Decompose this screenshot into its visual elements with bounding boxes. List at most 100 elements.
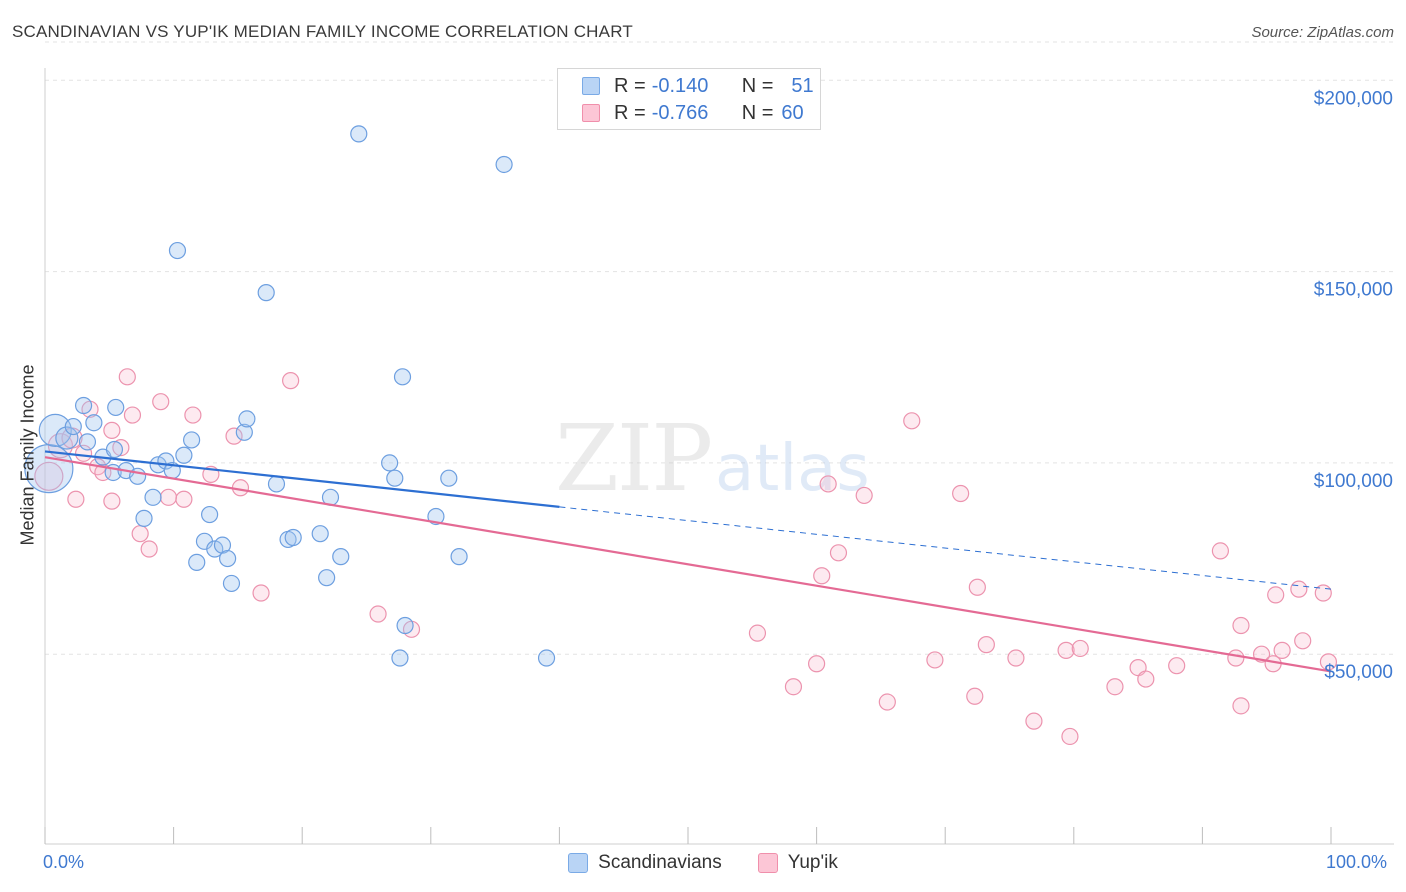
- scandinavian-point-14: [144, 488, 162, 506]
- scandinavian-point-4: [74, 396, 93, 415]
- legend-item-scandinavians: Scandinavians: [568, 852, 722, 874]
- yupik-point-14: [140, 540, 158, 558]
- scandinavian-point-23: [201, 505, 219, 524]
- gridlines: [45, 41, 1394, 655]
- yupik-point-3: [67, 490, 85, 508]
- scandinavian-point-19: [175, 446, 193, 464]
- scandinavian-point-31: [267, 475, 286, 493]
- y-axis-label: Median Family Income: [17, 364, 38, 546]
- yupik-point-60: [1319, 653, 1338, 671]
- scandinavian-point-41: [391, 649, 409, 667]
- y-tick-labels: $50,000 $100,000 $150,000 $200,000: [1314, 88, 1393, 683]
- scandinavian-point-21: [188, 553, 206, 571]
- yupik-point-12: [123, 406, 142, 424]
- scandinavian-point-46: [450, 548, 468, 566]
- scandinavian-point-18: [168, 241, 187, 260]
- yupik-point-45: [1106, 678, 1124, 696]
- scandinavian-point-35: [318, 569, 336, 587]
- yupik-point-37: [966, 687, 984, 705]
- scandinavian-point-38: [350, 125, 368, 143]
- yupik-point-27: [784, 678, 803, 696]
- correlation-legend: R = -0.140 N = 51 R = -0.766 N = 60: [557, 68, 821, 130]
- legend-r-value-yupik: -0.766: [651, 101, 709, 124]
- y-tick-label-2: $150,000: [1314, 280, 1393, 301]
- scandinavian-point-34: [311, 525, 329, 543]
- legend-item-yupik: Yup'ik: [757, 852, 838, 874]
- yupik-point-50: [1227, 649, 1245, 667]
- legend-n-label: N =: [741, 101, 774, 124]
- legend-swatch-scandinavians: [568, 853, 589, 873]
- yupik-point-22: [252, 584, 270, 602]
- scandinavian-trend-dashed: [559, 506, 1332, 590]
- yupik-point-16: [159, 488, 178, 506]
- scandinavian-point-5: [78, 433, 97, 451]
- legend-swatch-yupik: [757, 853, 778, 873]
- yupik-point-20: [225, 427, 243, 445]
- yupik-point-41: [1025, 712, 1043, 730]
- yupik-point-48: [1168, 657, 1186, 675]
- yupik-trend: [44, 456, 1332, 673]
- yupik-point-30: [819, 475, 837, 493]
- yupik-point-57: [1290, 580, 1308, 598]
- legend-swatch-scandinavians: [582, 77, 600, 95]
- legend-label-yupik: Yup'ik: [787, 852, 838, 873]
- source-label: Source: ZipAtlas.com: [1251, 24, 1394, 41]
- scandinavian-point-47: [495, 155, 513, 174]
- scandinavian-point-1: [38, 413, 72, 447]
- yupik-point-10: [112, 438, 130, 457]
- yupik-point-42: [1057, 641, 1075, 659]
- scandinavian-point-29: [238, 410, 256, 428]
- yupik-point-32: [855, 486, 873, 505]
- legend-r-value-scandinavians: -0.140: [651, 74, 709, 97]
- scandinavian-point-43: [396, 616, 414, 635]
- yupik-point-26: [748, 624, 767, 642]
- scandinavian-point-26: [219, 549, 237, 568]
- yupik-point-49: [1211, 542, 1230, 560]
- scandinavian-point-8: [105, 440, 124, 459]
- watermark-atlas: atlas: [715, 432, 870, 506]
- yupik-point-8: [103, 421, 121, 439]
- legend-label-scandinavians: Scandinavians: [598, 852, 722, 873]
- scandinavian-point-42: [393, 368, 412, 386]
- scandinavian-point-24: [206, 540, 224, 558]
- yupik-point-13: [131, 525, 149, 543]
- yupik-point-38: [968, 578, 986, 596]
- legend-row-yupik: R = -0.766 N = 60: [582, 102, 804, 124]
- yupik-point-36: [952, 484, 970, 503]
- legend-row-scandinavians: R = -0.140 N = 51: [582, 75, 814, 97]
- legend-n-label: N =: [741, 74, 774, 97]
- scandinavian-point-3: [64, 417, 82, 436]
- scandinavian-point-33: [284, 528, 302, 547]
- yupik-point-31: [829, 544, 848, 562]
- yupik-point-33: [878, 693, 896, 711]
- x-tick-label-min: 0.0%: [43, 852, 85, 872]
- scandinavian-point-10: [107, 398, 125, 417]
- yupik-point-58: [1294, 632, 1312, 650]
- scandinavian-point-2: [55, 426, 79, 450]
- trend-lines: [44, 450, 1332, 673]
- yupik-point-39: [977, 636, 995, 654]
- legend-n-value-scandinavians: 51: [791, 74, 814, 97]
- scandinavian-point-6: [85, 414, 103, 432]
- scandinavian-point-27: [222, 574, 241, 593]
- scandinavian-point-28: [235, 423, 253, 441]
- scandinavian-point-20: [183, 431, 201, 449]
- y-tick-label-1: $100,000: [1314, 471, 1393, 492]
- yupik-point-55: [1267, 586, 1285, 604]
- y-tick-label-3: $200,000: [1314, 88, 1393, 109]
- yupik-point-29: [813, 567, 831, 585]
- series-legend: Scandinavians Yup'ik: [0, 852, 1406, 874]
- scandinavian-points: [24, 125, 556, 667]
- yupik-point-9: [103, 492, 121, 510]
- scandinavian-point-39: [381, 454, 399, 472]
- scandinavian-point-30: [257, 284, 275, 302]
- watermark: ZIP atlas: [555, 405, 870, 512]
- scandinavian-point-48: [537, 649, 556, 667]
- scandinavian-point-13: [135, 509, 153, 527]
- yupik-point-23: [282, 372, 300, 390]
- yupik-point-28: [807, 655, 826, 673]
- yupik-point-18: [184, 406, 202, 424]
- yupik-point-0: [34, 461, 64, 491]
- yupik-point-17: [175, 490, 193, 508]
